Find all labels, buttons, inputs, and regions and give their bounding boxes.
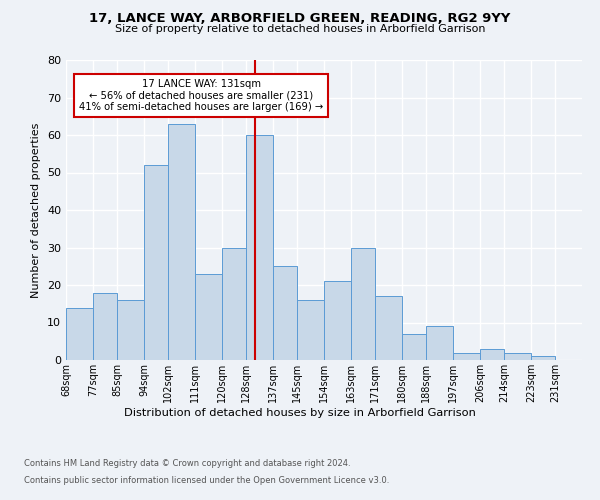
Bar xyxy=(426,326,453,360)
Bar xyxy=(168,124,195,360)
Bar xyxy=(246,135,273,360)
Bar xyxy=(117,300,144,360)
Bar xyxy=(324,281,351,360)
Bar xyxy=(66,308,93,360)
Bar xyxy=(504,352,531,360)
Bar xyxy=(273,266,297,360)
Bar xyxy=(297,300,324,360)
Text: Distribution of detached houses by size in Arborfield Garrison: Distribution of detached houses by size … xyxy=(124,408,476,418)
Text: Contains HM Land Registry data © Crown copyright and database right 2024.: Contains HM Land Registry data © Crown c… xyxy=(24,458,350,468)
Bar xyxy=(480,349,504,360)
Bar xyxy=(195,274,222,360)
Bar xyxy=(222,248,246,360)
Text: Size of property relative to detached houses in Arborfield Garrison: Size of property relative to detached ho… xyxy=(115,24,485,34)
Bar xyxy=(375,296,402,360)
Bar xyxy=(144,165,168,360)
Text: Contains public sector information licensed under the Open Government Licence v3: Contains public sector information licen… xyxy=(24,476,389,485)
Bar xyxy=(93,292,117,360)
Y-axis label: Number of detached properties: Number of detached properties xyxy=(31,122,41,298)
Bar xyxy=(402,334,426,360)
Bar xyxy=(531,356,555,360)
Bar xyxy=(351,248,375,360)
Text: 17 LANCE WAY: 131sqm
← 56% of detached houses are smaller (231)
41% of semi-deta: 17 LANCE WAY: 131sqm ← 56% of detached h… xyxy=(79,78,323,112)
Bar xyxy=(453,352,480,360)
Text: 17, LANCE WAY, ARBORFIELD GREEN, READING, RG2 9YY: 17, LANCE WAY, ARBORFIELD GREEN, READING… xyxy=(89,12,511,26)
